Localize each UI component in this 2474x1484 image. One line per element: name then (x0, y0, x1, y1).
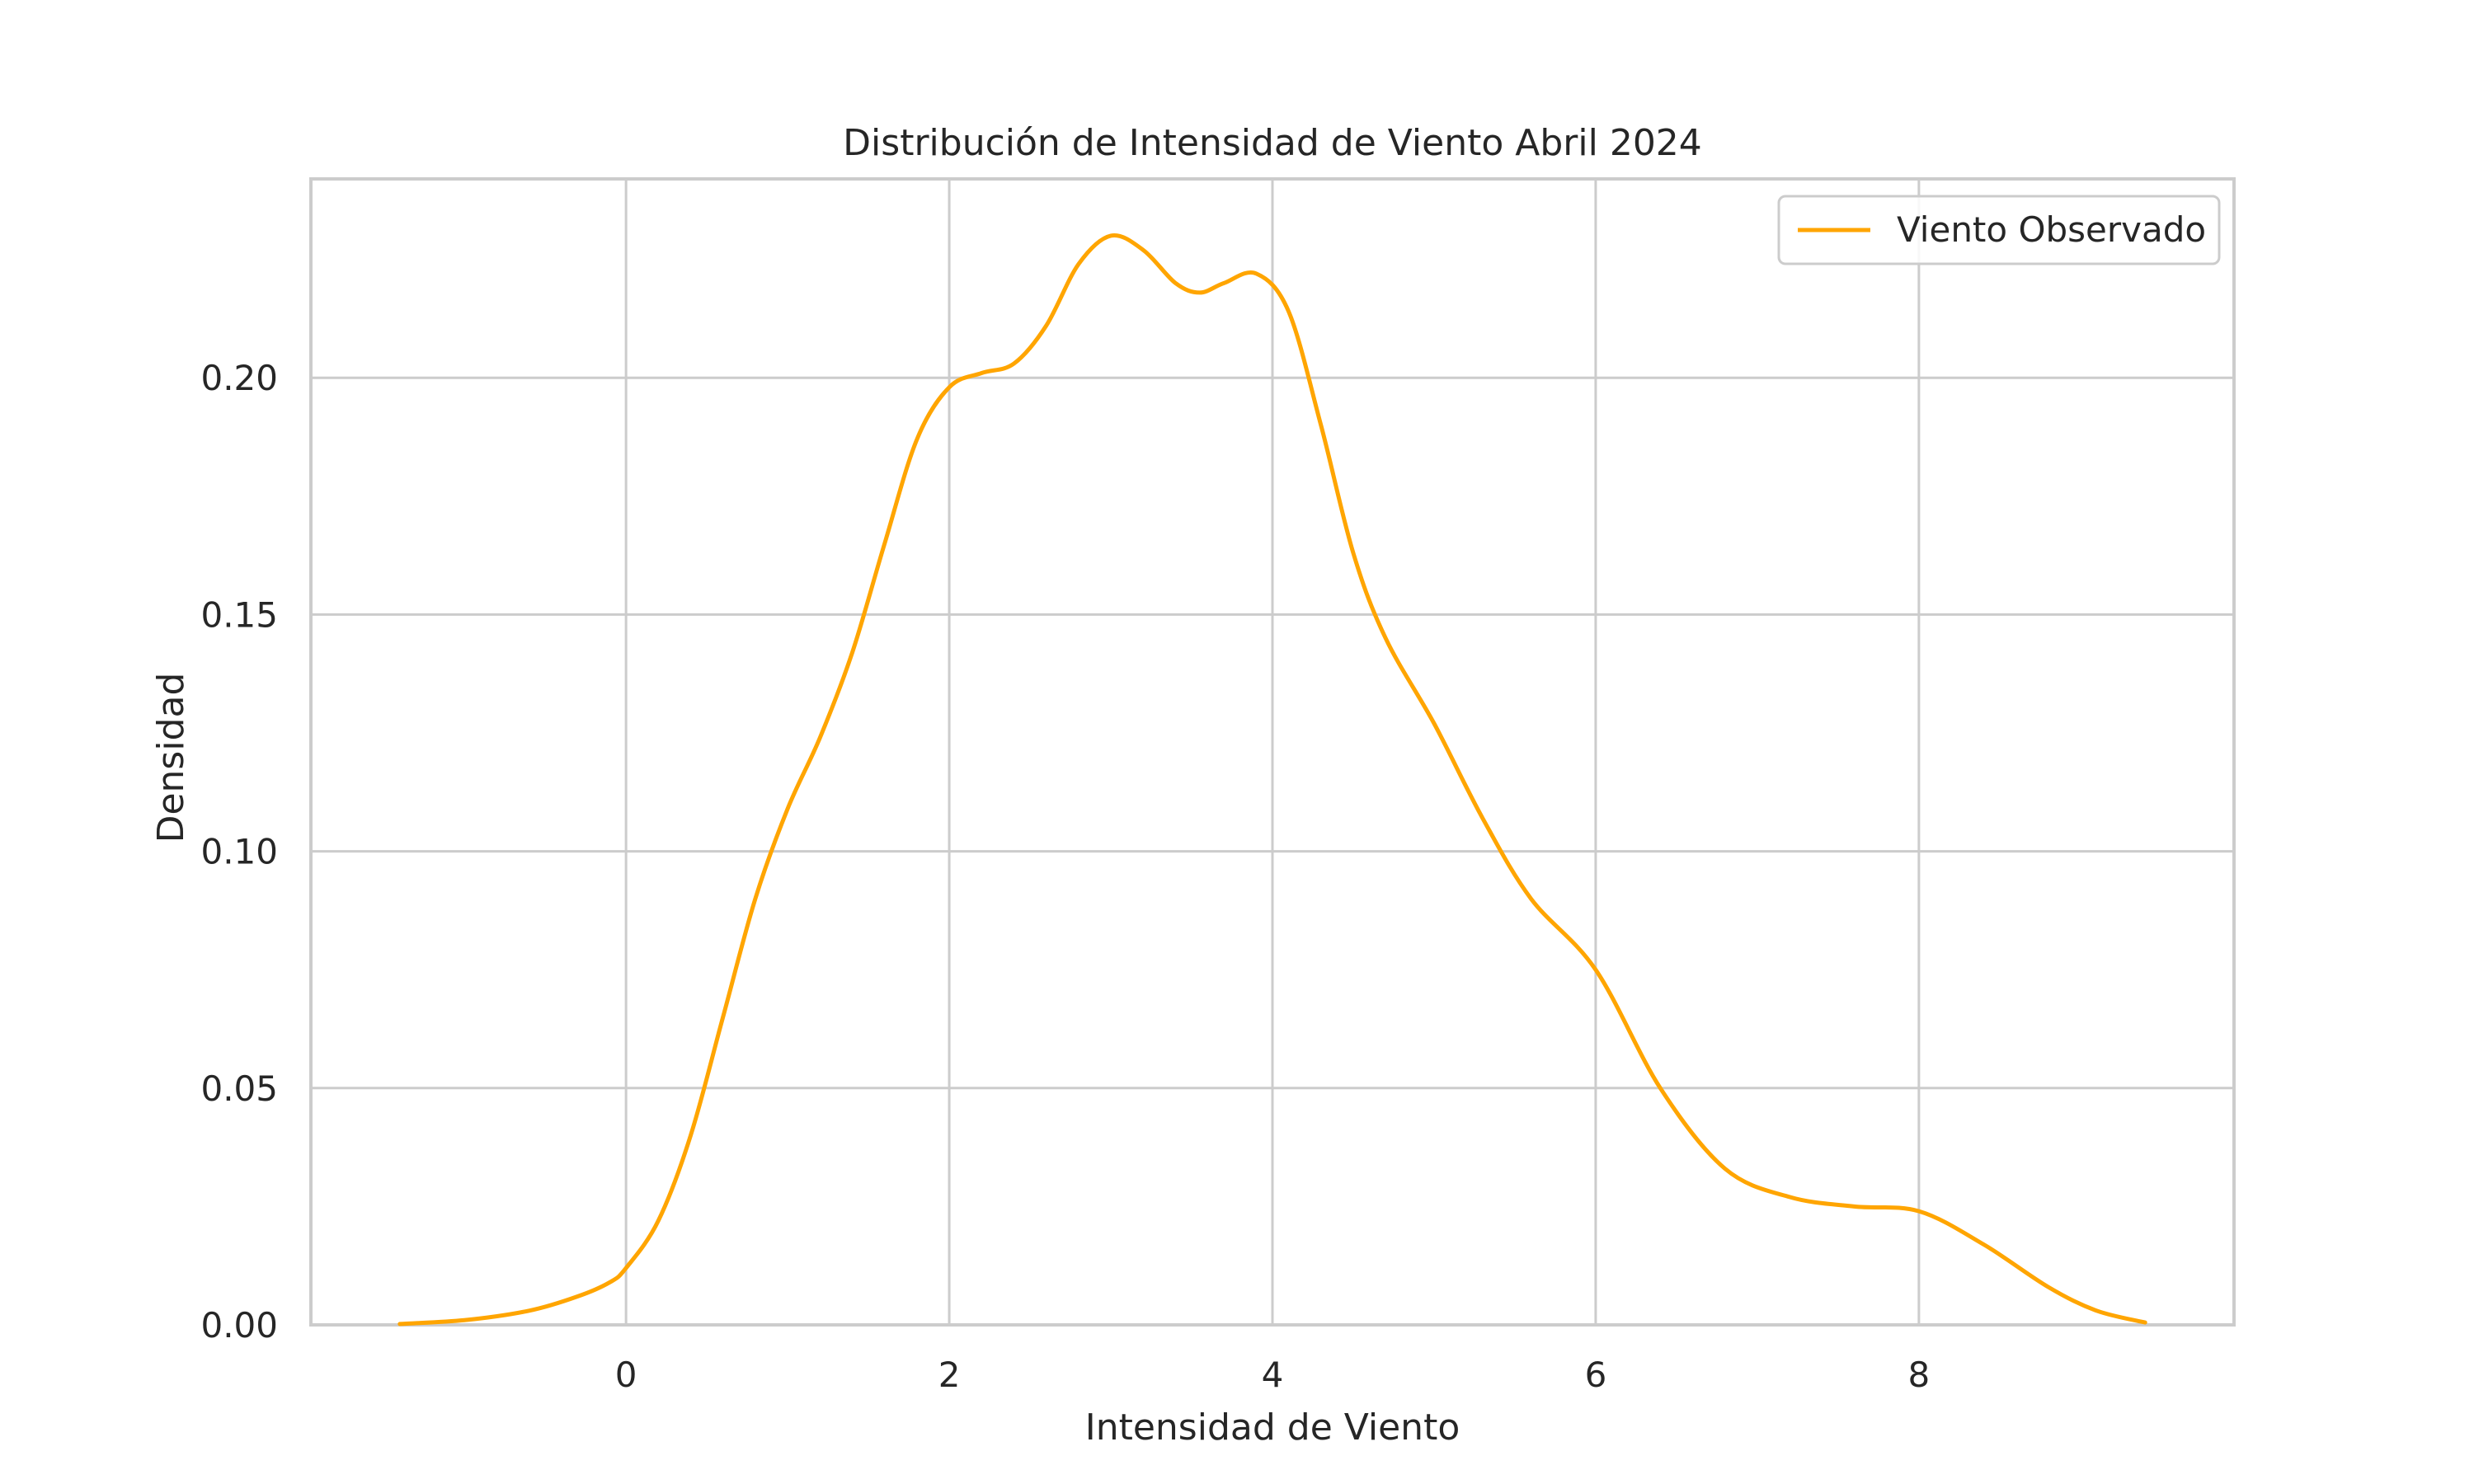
x-tick-label: 6 (1585, 1355, 1607, 1395)
chart-title: Distribución de Intensidad de Viento Abr… (843, 122, 1702, 164)
y-tick-label: 0.20 (200, 358, 278, 398)
x-tick-label: 2 (938, 1355, 961, 1395)
y-axis-title: Densidad (150, 673, 192, 843)
legend-box (1777, 195, 2221, 265)
plot-area: 0 2 4 6 8 0.00 0.05 0.10 0.15 0.20 (200, 177, 2236, 1395)
axes-frame (309, 177, 2236, 1327)
x-axis-title: Intensidad de Viento (1085, 1407, 1460, 1449)
x-tick-label: 8 (1907, 1355, 1930, 1395)
series-line-0 (397, 232, 2147, 1327)
legend: Viento Observado (1777, 195, 2221, 265)
y-tick-label: 0.05 (200, 1068, 278, 1109)
x-tick-label: 0 (615, 1355, 637, 1395)
y-tick-label: 0.10 (200, 832, 278, 872)
legend-label: Viento Observado (1897, 209, 2206, 250)
y-tick-label: 0.15 (200, 594, 278, 635)
x-tick-label: 4 (1262, 1355, 1284, 1395)
y-tick-label: 0.00 (200, 1305, 278, 1345)
